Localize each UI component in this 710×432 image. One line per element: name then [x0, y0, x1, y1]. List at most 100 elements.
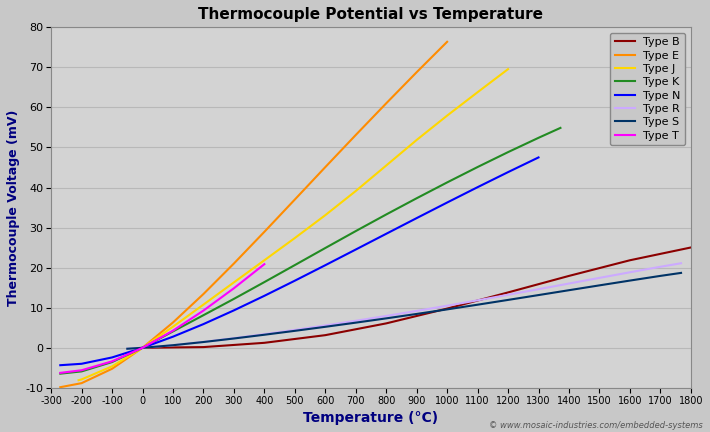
Type B [443, 306, 452, 311]
Type S [413, 311, 421, 317]
Type S [169, 343, 178, 348]
Line: Type J: Type J [79, 69, 508, 380]
Type K [321, 245, 329, 251]
Type K [260, 280, 268, 285]
Type J [75, 378, 83, 383]
Type E [321, 165, 329, 170]
Type K [443, 180, 452, 185]
Type E [260, 229, 268, 235]
Type R [200, 339, 208, 344]
Type T [56, 370, 65, 375]
Type R [564, 281, 573, 286]
Type N [77, 361, 86, 366]
Type S [595, 283, 604, 288]
Type E [77, 381, 86, 386]
Line: Type S: Type S [127, 273, 681, 349]
Type T [260, 262, 268, 267]
Type T [229, 286, 238, 291]
Type E [290, 197, 299, 202]
Type N [200, 321, 208, 327]
Type K [290, 263, 299, 268]
Type E [200, 292, 208, 297]
Text: © www.mosaic-industries.com/embedded-systems: © www.mosaic-industries.com/embedded-sys… [489, 421, 703, 430]
Type B [504, 290, 513, 295]
Type S [321, 324, 329, 329]
Title: Thermocouple Potential vs Temperature: Thermocouple Potential vs Temperature [199, 7, 543, 22]
Type J [504, 67, 513, 72]
Type R [443, 303, 452, 308]
Type R [260, 331, 268, 337]
Type J [443, 113, 452, 118]
Type J [382, 163, 390, 168]
Type N [443, 200, 452, 205]
Type B [321, 333, 329, 338]
Type N [138, 345, 147, 350]
Type R [382, 313, 390, 318]
Type N [260, 293, 268, 299]
Type T [77, 368, 86, 373]
Type N [413, 216, 421, 221]
Type B [260, 340, 268, 346]
Type N [534, 155, 542, 160]
Type R [413, 308, 421, 314]
Type S [504, 297, 513, 302]
Type R [677, 260, 685, 266]
Type R [138, 345, 147, 350]
Type E [443, 39, 452, 44]
Line: Type E: Type E [60, 42, 447, 387]
Type S [229, 336, 238, 341]
Type R [169, 343, 178, 348]
Type R [321, 323, 329, 328]
Type N [321, 263, 329, 268]
Type N [504, 169, 513, 175]
Type E [169, 320, 178, 325]
Type K [108, 359, 116, 365]
Line: Type K: Type K [60, 128, 560, 374]
Type R [595, 275, 604, 280]
Type T [108, 359, 116, 364]
Type S [626, 278, 634, 283]
Type R [123, 346, 131, 351]
Y-axis label: Thermocouple Voltage (mV): Thermocouple Voltage (mV) [7, 109, 20, 306]
Legend: Type B, Type E, Type J, Type K, Type N, Type R, Type S, Type T: Type B, Type E, Type J, Type K, Type N, … [610, 33, 685, 145]
Line: Type B: Type B [143, 248, 691, 348]
Type S [564, 288, 573, 293]
Type J [290, 235, 299, 241]
Type S [474, 302, 482, 307]
Type E [138, 345, 147, 350]
Type K [169, 329, 178, 334]
Line: Type N: Type N [60, 157, 538, 365]
Type S [351, 320, 360, 325]
Type T [169, 328, 178, 333]
Type R [351, 318, 360, 324]
Type N [169, 334, 178, 339]
Type J [229, 280, 238, 285]
Type N [56, 362, 65, 368]
Type E [351, 133, 360, 138]
Type J [321, 213, 329, 218]
Type J [138, 345, 147, 350]
Type N [351, 247, 360, 252]
Type J [474, 89, 482, 95]
Type K [56, 371, 65, 376]
Type K [351, 229, 360, 234]
Type K [382, 212, 390, 217]
Type R [290, 327, 299, 333]
Type B [200, 344, 208, 349]
Type S [382, 316, 390, 321]
Type B [564, 273, 573, 279]
Type E [229, 261, 238, 266]
Type S [290, 328, 299, 334]
Type S [534, 292, 542, 298]
Type J [351, 188, 360, 194]
Type R [504, 292, 513, 297]
Type E [382, 101, 390, 106]
Type E [56, 384, 65, 390]
Line: Type T: Type T [60, 264, 264, 373]
Type S [200, 340, 208, 345]
Type T [200, 308, 208, 313]
Type T [138, 345, 147, 350]
Type J [260, 257, 268, 263]
Type K [534, 135, 542, 140]
Type R [229, 336, 238, 341]
